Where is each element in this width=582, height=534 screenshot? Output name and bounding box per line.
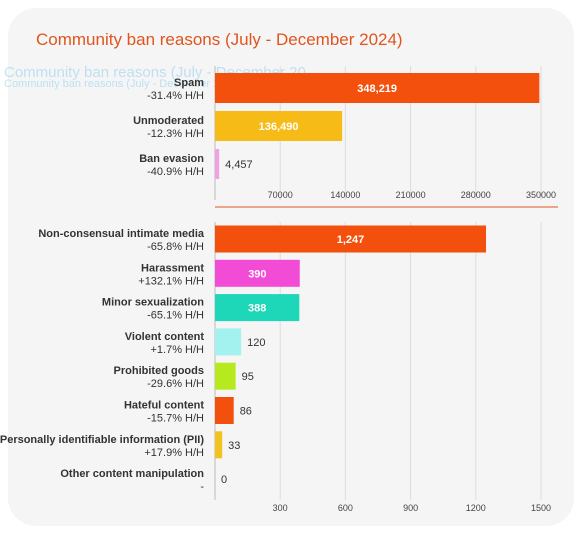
category-label: Hateful content (124, 400, 204, 412)
change-label: -65.1% H/H (147, 310, 204, 322)
bar (215, 397, 234, 424)
change-label: -40.9% H/H (147, 166, 204, 178)
x-tick-label: 1200 (466, 503, 486, 513)
value-label: 136,490 (259, 121, 299, 133)
category-label: Violent content (125, 331, 205, 343)
category-label: Personally identifiable information (PII… (0, 434, 204, 446)
value-label: 348,219 (357, 83, 397, 95)
x-tick-label: 210000 (396, 190, 426, 200)
value-label: 95 (242, 371, 254, 383)
x-tick-label: 900 (403, 503, 418, 513)
bar (215, 73, 540, 103)
x-tick-label: 70000 (268, 190, 293, 200)
bar (215, 431, 223, 459)
category-label: Ban evasion (139, 153, 204, 165)
category-label: Harassment (141, 262, 204, 274)
x-tick-label: 280000 (461, 190, 491, 200)
category-label: Minor sexualization (102, 297, 204, 309)
bar (215, 294, 300, 322)
change-label: +132.1% H/H (138, 275, 204, 287)
category-label: Unmoderated (133, 115, 204, 127)
value-label: 86 (240, 406, 252, 418)
category-label: Non-consensual intimate media (38, 228, 205, 240)
ghost-subtitle-text: Community ban reasons (July - December 2… (4, 78, 226, 90)
value-label: 4,457 (225, 159, 253, 171)
value-label: 120 (247, 337, 265, 349)
x-tick-label: 600 (338, 503, 353, 513)
change-label: - (200, 481, 204, 493)
x-tick-label: 1500 (531, 503, 551, 513)
change-label: -15.7% H/H (147, 413, 204, 425)
bar (215, 149, 220, 179)
bar (215, 225, 487, 253)
category-label: Spam (174, 77, 204, 89)
x-tick-label: 350000 (526, 190, 556, 200)
change-label: -12.3% H/H (147, 128, 204, 140)
category-label: Prohibited goods (114, 365, 204, 377)
change-label: -31.4% H/H (147, 90, 204, 102)
value-label: 33 (228, 440, 240, 452)
change-label: -65.8% H/H (147, 241, 204, 253)
x-tick-label: 140000 (330, 190, 360, 200)
value-label: 388 (248, 303, 266, 315)
bar (215, 259, 300, 287)
bar (215, 328, 242, 356)
value-label: 0 (221, 474, 227, 486)
bar (215, 111, 343, 141)
x-tick-label: 300 (273, 503, 288, 513)
change-label: -29.6% H/H (147, 378, 204, 390)
chart-title: Community ban reasons (July - December 2… (36, 30, 403, 49)
category-label: Other content manipulation (60, 468, 204, 480)
change-label: +17.9% H/H (144, 447, 204, 459)
bar (215, 362, 236, 390)
value-label: 390 (248, 268, 266, 280)
value-label: 1,247 (337, 234, 365, 246)
change-label: +1.7% H/H (151, 344, 205, 356)
